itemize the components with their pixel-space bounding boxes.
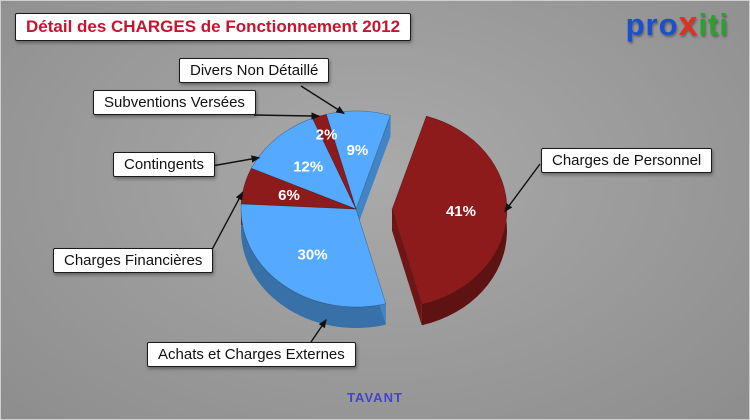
callout-charges-financieres: Charges Financières [53,248,214,273]
pie-value-label-3: 6% [278,187,300,204]
pie-value-label-2: 30% [298,247,328,264]
pie-value-label-0: 9% [347,142,369,159]
pie-slice-wall-2 [240,203,386,328]
pie-slice-0 [325,110,391,211]
pie-slice-side-1-1 [391,209,422,326]
logo-part-x: x [678,5,699,43]
logo-part-pro: pro [625,7,679,42]
callout-arrow-3 [206,191,244,260]
pie-slice-2 [240,203,387,308]
logo-part-iti: iti [698,7,729,42]
pie-slice-side-0-1 [356,115,391,230]
page-title: Détail des CHARGES de Fonctionnement 201… [15,13,412,41]
pie-slice-4 [250,117,357,210]
callout-arrow-5 [253,112,320,120]
callout-charges-de-personnel: Charges de Personnel [541,148,713,173]
pie-slice-3 [240,167,357,210]
proxiti-logo[interactable]: proxiti [626,5,729,44]
pie-value-label-4: 12% [293,159,323,176]
commune-name: TAVANT [347,390,403,405]
callout-arrow-1 [504,163,541,213]
callout-subventions-versees: Subventions Versées [93,90,256,115]
callout-arrow-0 [300,85,345,115]
pie-value-label-1: 41% [446,203,476,220]
callout-arrow-2 [310,319,327,343]
callout-achats-charges-externes: Achats et Charges Externes [147,342,356,367]
pie-value-label-5: 2% [316,127,338,144]
callout-divers-non-detaille: Divers Non Détaillé [179,58,330,83]
callout-contingents: Contingents [113,152,216,177]
